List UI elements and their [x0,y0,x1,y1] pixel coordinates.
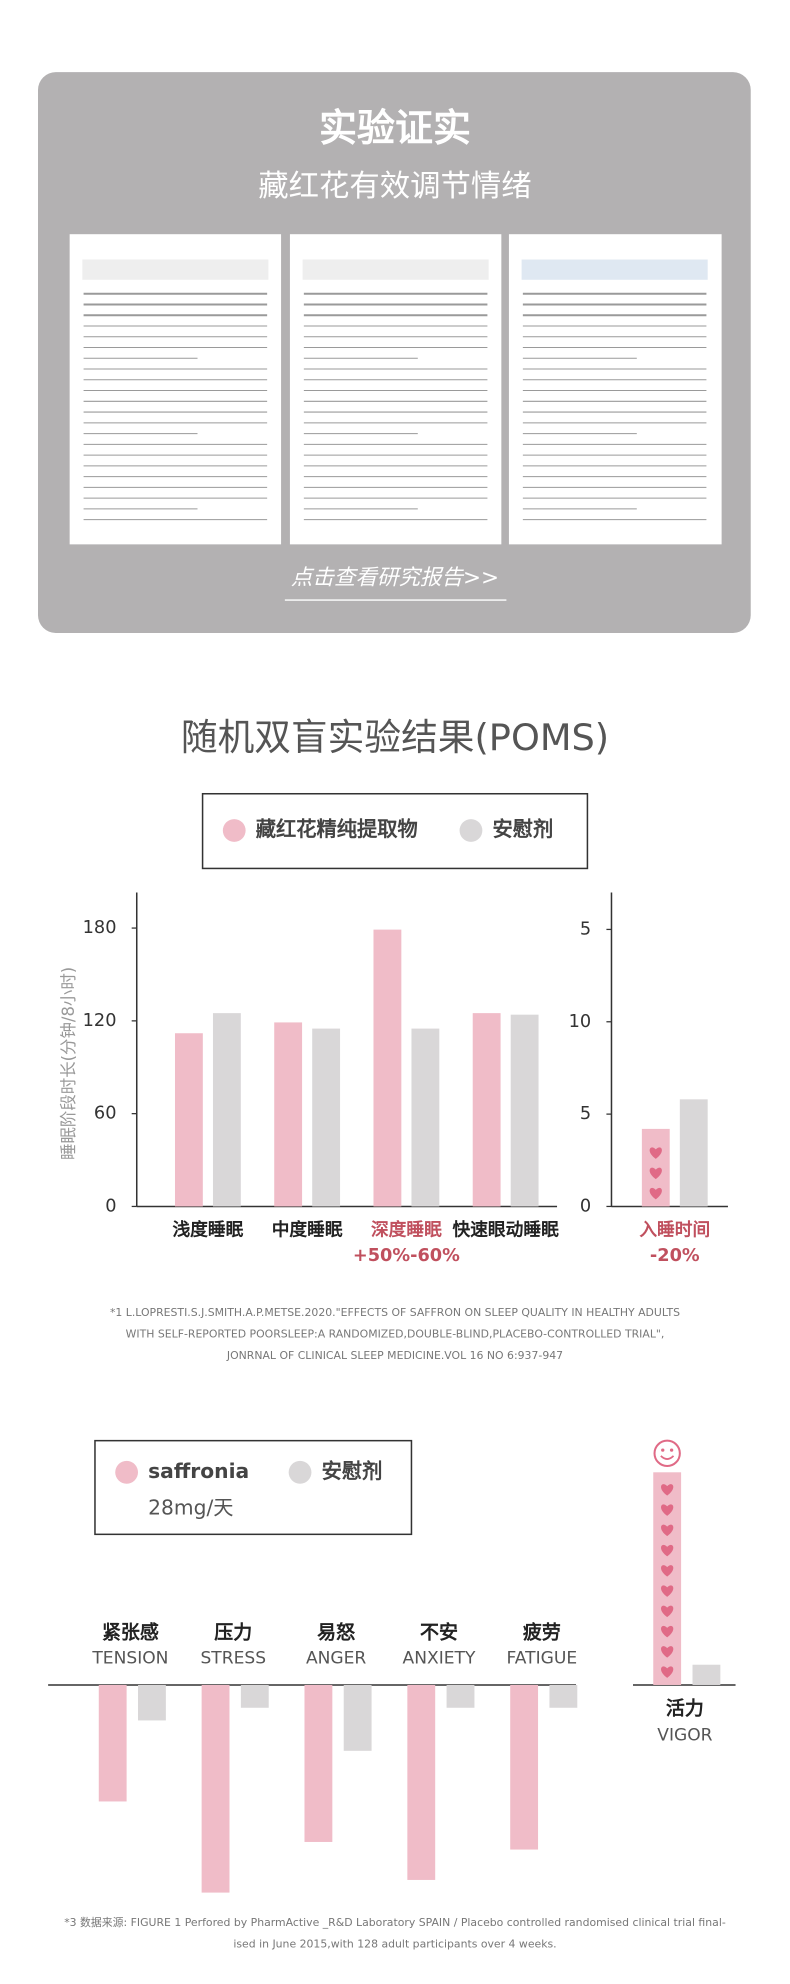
heart-icon [649,1187,662,1200]
bar [312,1028,341,1207]
category-label: 压力 [214,1621,252,1644]
chart-title: 随机双盲实验结果(POMS) [181,716,609,759]
legend-swatch [115,1460,139,1484]
footnote: ised in June 2015,with 128 adult partici… [233,1938,556,1951]
category-label: 活力 [666,1697,704,1720]
legend-swatch [459,819,483,842]
y-tick-label: 0 [105,1196,116,1216]
legend-note: 28mg/天 [148,1496,233,1520]
bar [343,1684,372,1751]
bar [98,1684,127,1802]
legend-swatch [222,819,246,842]
y-tick-label: 0 [580,1196,591,1216]
bar [240,1684,269,1708]
y-axis-label: 睡眠阶段时长(分钟/8小时) [59,967,78,1160]
legend-label: 安慰剂 [322,1459,383,1483]
x-tick-label: 深度睡眠 [371,1219,442,1241]
bar [472,1013,501,1207]
paper-thumbnail[interactable] [289,234,502,545]
category-label: 不安 [420,1621,458,1644]
x-tick-label: 快速眼动睡眠 [452,1219,559,1241]
paper-thumbnails [69,234,722,545]
citation: JONRNAL OF CLINICAL SLEEP MEDICINE.VOL 1… [226,1349,563,1362]
bar [510,1684,539,1850]
category-label-en: FATIGUE [507,1648,578,1668]
smiley-eye [661,1448,665,1452]
card-subtitle: 藏红花有效调节情绪 [258,169,531,204]
bar [411,1028,440,1207]
bar [138,1684,166,1721]
category-label-en: ANGER [306,1648,366,1668]
heart-icon [649,1147,662,1159]
legend-box [201,792,589,870]
smiley-eye [669,1448,674,1452]
y-tick-label: 60 [94,1104,117,1124]
category-label-en: ANXIETY [403,1648,476,1668]
bar [446,1684,475,1708]
bar [274,1022,303,1207]
footnote: *3 数据来源: FIGURE 1 Perfored by PharmActiv… [64,1915,726,1929]
heart-icon [661,1605,674,1618]
annotation: +50%-60% [353,1246,460,1266]
bar [549,1684,578,1708]
citation: WITH SELF-REPORTED POORSLEEP:A RANDOMIZE… [126,1327,665,1340]
paper-thumbnail[interactable] [69,234,282,545]
report-link[interactable]: 点击查看研究报告>> [291,566,499,591]
x-tick-label: 浅度睡眠 [172,1219,243,1241]
bar [407,1684,436,1880]
card-title: 实验证实 [319,106,471,150]
category-label-en: TENSION [91,1648,168,1668]
bar [373,929,402,1207]
bar [174,1033,203,1207]
paper-thumbnail[interactable] [508,234,722,545]
paper-header [302,259,489,280]
heart-icon [661,1544,674,1557]
heart-icon [661,1666,674,1678]
citation: *1 L.LOPRESTI.S.J.SMITH.A.P.METSE.2020."… [110,1306,680,1319]
legend-label: saffronia [148,1459,249,1483]
legend-box [94,1439,413,1536]
heart-icon [649,1167,662,1180]
category-label: 疲劳 [523,1621,561,1644]
paper-header [82,259,269,280]
bar [304,1684,333,1842]
heart-icon [661,1504,674,1516]
y-tick-label: 10 [569,1012,592,1032]
bar [692,1664,721,1685]
smiley-face [653,1439,681,1467]
heart-icon [661,1625,674,1638]
y-tick-label: 180 [83,918,117,938]
bar [201,1684,230,1893]
heart-icon [661,1484,674,1496]
legend-swatch [288,1460,312,1484]
heart-icon [661,1524,674,1537]
paper-header [521,259,708,280]
x-tick-label: 中度睡眠 [272,1219,343,1241]
x-tick-label: 入睡时间 [639,1220,710,1241]
y-tick-label: 120 [83,1011,117,1031]
category-label-en: VIGOR [657,1726,712,1746]
heart-icon [661,1565,674,1577]
bar [212,1013,241,1207]
legend-label: 藏红花精纯提取物 [256,817,418,841]
y-tick-label: 5 [580,919,591,939]
legend-label: 安慰剂 [492,817,553,841]
heart-icon [661,1646,674,1658]
y-tick-label: 5 [580,1104,591,1124]
category-label-en: STRESS [200,1648,266,1668]
bar [510,1014,539,1207]
bar [679,1099,708,1207]
annotation: -20% [650,1246,700,1266]
category-label: 紧张感 [102,1621,159,1644]
smiley-mouth [660,1455,675,1460]
category-label: 易怒 [317,1621,355,1644]
heart-icon [661,1585,674,1597]
